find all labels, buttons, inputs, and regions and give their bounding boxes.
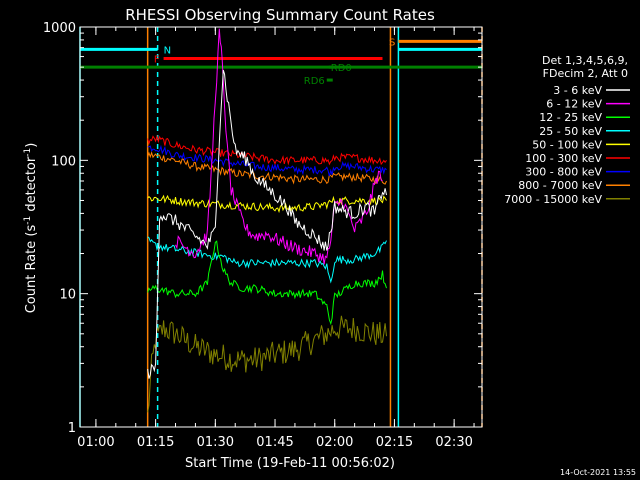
legend-header-1: FDecim 2, Att 0 (543, 67, 628, 80)
annotation-label-5: RD0 (331, 63, 352, 74)
series-line-8 (147, 315, 387, 413)
series-line-4 (147, 194, 387, 214)
series-line-7 (147, 151, 387, 185)
series-line-1 (175, 28, 383, 265)
y-axis-label-sup2: -1 (23, 148, 33, 157)
x-tick-label-2: 01:30 (197, 435, 234, 450)
x-axis-label: Start Time (19-Feb-11 00:56:02) (185, 456, 395, 471)
y-axis-label-mid: detector (24, 156, 39, 216)
y-tick-label-2: 100 (51, 154, 76, 169)
y-axis-label: Count Rate (s-1 detector-1) (23, 143, 39, 314)
legend-label-4: 50 - 100 keV (532, 138, 602, 151)
legend-label-3: 25 - 50 keV (539, 125, 602, 138)
y-tick-label-1: 10 (59, 288, 76, 303)
plot-timestamp: 14-Oct-2021 13:55 (560, 468, 636, 477)
y-tick-label-0: 1 (68, 421, 76, 436)
legend-header-0: Det 1,3,4,5,6,9, (542, 54, 628, 67)
series-line-2 (147, 240, 387, 326)
x-tick-label-5: 02:15 (376, 435, 413, 450)
series-line-3 (147, 236, 387, 284)
y-axis-label-end: ) (24, 143, 39, 148)
x-tick-label-1: 01:15 (137, 435, 174, 450)
legend-label-5: 100 - 300 keV (525, 152, 602, 165)
legend-label-7: 800 - 7000 keV (518, 179, 602, 192)
plot-area: N S F RD0 RD6 01:00 01:15 01:30 01:45 02:00 02:15 0… (43, 21, 483, 450)
legend-label-6: 300 - 800 keV (525, 166, 602, 179)
chart-title: RHESSI Observing Summary Count Rates (125, 6, 435, 24)
annotation-label-6: RD6 (304, 76, 325, 87)
x-tick-label-6: 02:30 (435, 435, 472, 450)
annotation-label-1: S (389, 37, 395, 48)
series-line-5 (147, 134, 387, 166)
y-tick-label-3: 1000 (43, 21, 76, 36)
legend-label-1: 6 - 12 keV (546, 98, 602, 111)
legend-label-2: 12 - 25 keV (539, 111, 602, 124)
annotation-label-3: F (154, 55, 160, 66)
x-tick-label-4: 02:00 (316, 435, 353, 450)
legend: Det 1,3,4,5,6,9,FDecim 2, Att 0 3 - 6 keV… (504, 54, 630, 206)
legend-label-0: 3 - 6 keV (553, 84, 602, 97)
plot-frame (79, 26, 483, 428)
annotation-label-0: N (164, 45, 171, 56)
y-axis-label-sup1: -1 (23, 216, 33, 225)
series-line-6 (147, 144, 387, 177)
y-axis-label-main: Count Rate (s (24, 225, 39, 314)
x-tick-label-0: 01:00 (77, 435, 114, 450)
x-tick-label-3: 01:45 (256, 435, 293, 450)
series-line-0 (147, 69, 387, 379)
legend-label-8: 7000 - 15000 keV (504, 193, 602, 206)
